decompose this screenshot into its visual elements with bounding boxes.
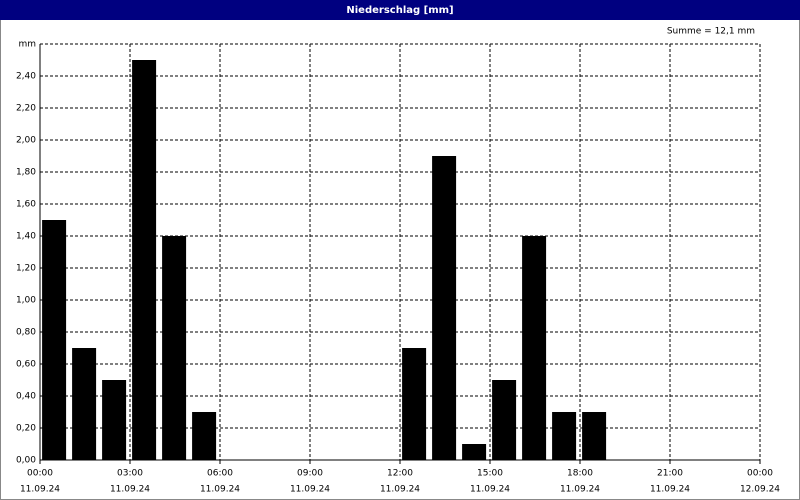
bar — [162, 236, 187, 460]
annotation: Summe = 12,1 mm — [667, 27, 755, 37]
x-tick-label: 15:00 — [477, 469, 503, 479]
chart-title: Niederschlag [mm] — [346, 5, 453, 16]
y-tick-label: 0,80 — [16, 328, 36, 338]
x-tick-date: 11.09.24 — [470, 485, 510, 495]
x-tick-label: 21:00 — [657, 469, 683, 479]
x-tick-label: 12:00 — [387, 469, 413, 479]
y-tick-label: 1,80 — [16, 168, 36, 178]
y-tick-label: 2,20 — [16, 104, 36, 114]
y-tick-label: 0,00 — [16, 456, 36, 466]
y-tick-label: 0,20 — [16, 424, 36, 434]
y-tick-label: 1,40 — [16, 232, 36, 242]
x-tick-date: 11.09.24 — [200, 485, 240, 495]
x-tick-label: 06:00 — [207, 469, 233, 479]
bar — [102, 380, 127, 460]
bar — [42, 220, 67, 460]
bar — [132, 60, 157, 460]
bar — [552, 412, 577, 460]
bar — [462, 444, 487, 460]
bar — [192, 412, 217, 460]
y-tick-label: 1,60 — [16, 200, 36, 210]
x-tick-date: 12.09.24 — [740, 485, 780, 495]
x-tick-label: 00:00 — [747, 469, 773, 479]
x-tick-date: 11.09.24 — [110, 485, 150, 495]
bar — [522, 236, 547, 460]
bar — [432, 156, 457, 460]
y-tick-label: 2,40 — [16, 72, 36, 82]
bar — [582, 412, 607, 460]
bar — [402, 348, 427, 460]
x-tick-date: 11.09.24 — [560, 485, 600, 495]
x-tick-date: 11.09.24 — [20, 485, 60, 495]
x-tick-label: 09:00 — [297, 469, 323, 479]
x-tick-date: 11.09.24 — [290, 485, 330, 495]
bar — [492, 380, 517, 460]
x-tick-date: 11.09.24 — [380, 485, 420, 495]
y-tick-label: 1,20 — [16, 264, 36, 274]
y-tick-label: 0,60 — [16, 360, 36, 370]
x-tick-label: 00:00 — [27, 469, 53, 479]
y-tick-label: 0,40 — [16, 392, 36, 402]
x-tick-date: 11.09.24 — [650, 485, 690, 495]
title-bar — [0, 0, 800, 20]
x-tick-label: 03:00 — [117, 469, 143, 479]
y-tick-label: 1,00 — [16, 296, 36, 306]
bar — [72, 348, 97, 460]
y-tick-label: 2,00 — [16, 136, 36, 146]
x-tick-label: 18:00 — [567, 469, 593, 479]
y-tick-label: mm — [18, 40, 36, 50]
